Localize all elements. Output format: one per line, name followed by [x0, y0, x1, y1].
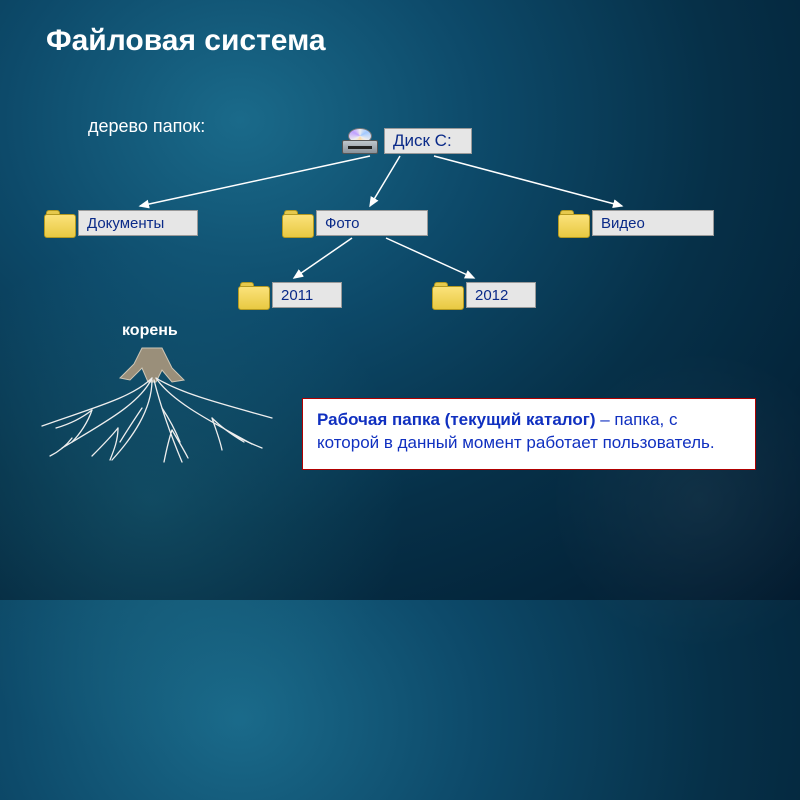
definition-box: Рабочая папка (текущий каталог) – папка,… [302, 398, 756, 470]
folder-icon [558, 210, 588, 236]
node-video: Видео [558, 210, 714, 236]
disk-drive-icon [342, 128, 378, 154]
node-docs: Документы [44, 210, 198, 236]
tree-edges [0, 0, 800, 600]
node-docs-label: Документы [78, 210, 198, 236]
node-2011-label: 2011 [272, 282, 342, 308]
node-photo-label: Фото [316, 210, 428, 236]
definition-term: Рабочая папка (текущий каталог) [317, 410, 596, 429]
root-label: корень [122, 322, 178, 340]
node-2012-label: 2012 [466, 282, 536, 308]
node-disk-label: Диск С: [384, 128, 472, 154]
folder-icon [44, 210, 74, 236]
node-2011: 2011 [238, 282, 342, 308]
node-photo: Фото [282, 210, 428, 236]
node-disk: Диск С: [342, 128, 472, 154]
folder-icon [282, 210, 312, 236]
node-video-label: Видео [592, 210, 714, 236]
folder-icon [238, 282, 268, 308]
node-2012: 2012 [432, 282, 536, 308]
definition-sep: – [596, 410, 615, 429]
tree-root-illustration [22, 338, 282, 468]
folder-icon [432, 282, 462, 308]
